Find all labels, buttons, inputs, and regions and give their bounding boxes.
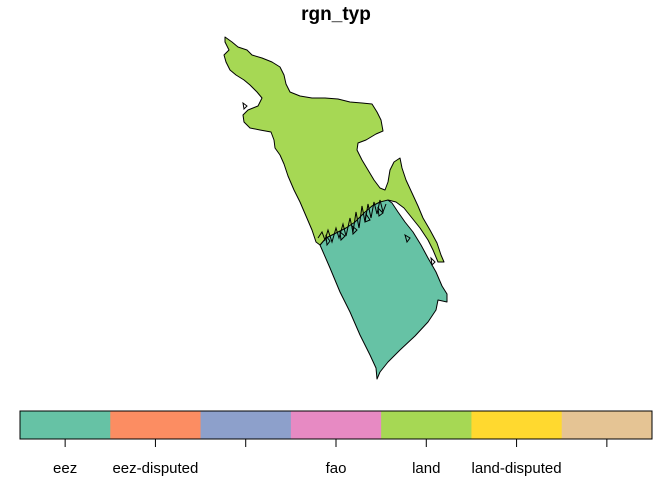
region-land: [223, 36, 445, 263]
legend-swatch-c3: [200, 411, 292, 439]
legend-label-land-disputed: land-disputed: [472, 460, 562, 477]
delta-coastline: [317, 199, 387, 244]
legend-label-land: land: [412, 460, 440, 477]
legend-swatch-land: [381, 411, 472, 439]
map-title: rgn_typ: [301, 4, 371, 25]
offshore-islands: [242, 101, 436, 267]
legend-swatch-eez: [20, 411, 111, 439]
legend-swatch-fao: [290, 411, 382, 439]
legend-label-eez: eez: [53, 460, 77, 477]
legend-label-fao: fao: [326, 460, 347, 477]
legend-swatch-land-disputed: [471, 411, 563, 439]
delta-islands: [325, 206, 384, 247]
legend-labels: eez eez-disputed fao land land-disputed: [53, 460, 562, 477]
legend-ticks: [64, 439, 608, 447]
legend: eez eez-disputed fao land land-disputed: [19, 410, 653, 477]
legend-swatches: [20, 411, 653, 439]
legend-swatch-eez-disputed: [110, 411, 202, 439]
legend-label-eez-disputed: eez-disputed: [112, 460, 198, 477]
legend-swatch-c7: [561, 411, 653, 439]
